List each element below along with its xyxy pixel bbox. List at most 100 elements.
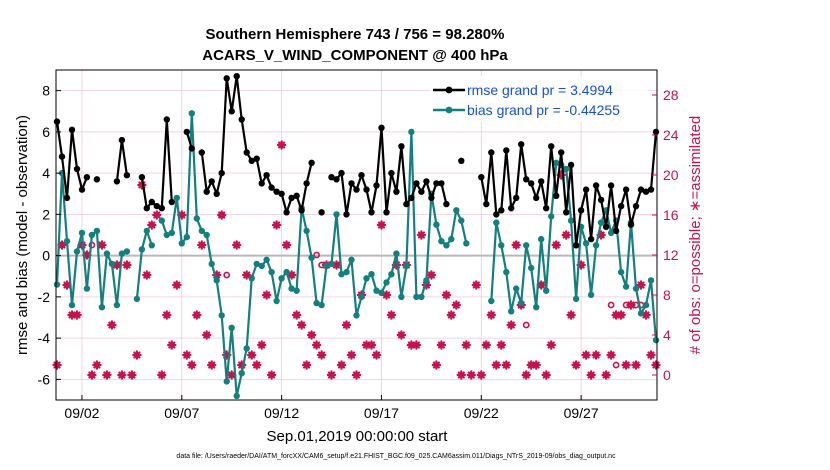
obs-assimilated-marker: [486, 310, 496, 320]
obs-assimilated-marker: [132, 350, 142, 360]
y-tick-label: 2: [42, 206, 50, 222]
obs-assimilated-marker: [636, 280, 646, 290]
bias-point: [103, 250, 111, 257]
obs-assimilated-marker: [167, 340, 177, 350]
rmse-point: [68, 126, 76, 133]
obs-assimilated-marker: [586, 370, 596, 380]
right-y-tick-label: 12: [663, 247, 679, 263]
obs-assimilated-marker: [351, 370, 362, 380]
obs-assimilated-marker: [501, 360, 511, 370]
bias-point: [553, 159, 560, 166]
bias-point: [607, 229, 615, 237]
rmse-point: [393, 188, 400, 195]
rmse-point: [627, 221, 635, 228]
bias-point: [383, 279, 390, 286]
bias-point: [288, 285, 295, 292]
chart-subtitle: ACARS_V_WIND_COMPONENT @ 400 hPa: [202, 47, 508, 64]
bias-point: [283, 268, 290, 276]
obs-assimilated-marker: [127, 370, 137, 380]
plot-frame: [55, 69, 658, 401]
right-y-axis-label: # of obs: o=possible; ∗=assimilated: [687, 116, 704, 355]
obs-assimilated-marker: [491, 360, 501, 370]
bias-point: [88, 231, 96, 239]
rmse-point: [238, 116, 245, 123]
bias-point: [133, 295, 141, 303]
bias-point: [513, 285, 520, 292]
legend-bias-label: bias grand pr = -0.44255: [467, 102, 620, 118]
obs-assimilated-marker: [616, 310, 626, 320]
obs-assimilated-marker: [541, 370, 551, 380]
bias-point: [93, 227, 101, 235]
rmse-point: [138, 174, 146, 181]
obs-assimilated-marker: [336, 360, 347, 370]
rmse-point: [478, 174, 485, 181]
bias-point: [378, 289, 385, 296]
bias-point: [642, 301, 650, 309]
rmse-point: [168, 198, 175, 206]
obs-assimilated-marker: [366, 340, 377, 350]
obs-assimilated-marker: [206, 360, 217, 370]
bias-point: [208, 260, 215, 268]
bias-point: [453, 207, 460, 214]
bias-point: [98, 304, 106, 311]
rmse-point: [153, 202, 160, 210]
rmse-point: [93, 176, 101, 183]
obs-assimilated-marker: [201, 330, 212, 340]
rmse-point: [298, 207, 305, 214]
plot-area: [56, 70, 657, 400]
obs-assimilated-marker: [182, 350, 192, 360]
rmse-point: [403, 200, 410, 208]
bias-point: [188, 110, 195, 117]
bias-point: [353, 312, 360, 319]
rmse-point: [53, 118, 61, 125]
obs-assimilated-marker: [641, 310, 651, 320]
x-tick-label: 09/07: [164, 405, 199, 421]
rmse-point: [63, 194, 71, 202]
rmse-point: [363, 186, 370, 193]
rmse-point: [443, 200, 450, 208]
rmse-point: [183, 128, 190, 136]
rmse-series: [53, 73, 660, 249]
obs-assimilated-marker: [107, 320, 117, 330]
rmse-point: [582, 186, 590, 193]
obs-assimilated-marker: [162, 310, 172, 320]
rmse-point: [483, 200, 490, 208]
rmse-point: [538, 178, 545, 185]
obs-count-series: [52, 140, 661, 380]
x-tick-label: 09/22: [464, 405, 499, 421]
obs-assimilated-marker: [291, 310, 302, 320]
bias-point: [548, 213, 555, 220]
obs-possible-marker: [622, 301, 630, 309]
bias-point: [253, 260, 260, 268]
obs-assimilated-marker: [611, 310, 621, 320]
rmse-point: [577, 207, 585, 214]
obs-possible-marker: [522, 321, 530, 329]
bias-point: [338, 271, 345, 278]
bias-point: [258, 262, 265, 270]
rmse-point: [423, 178, 430, 185]
rmse-point: [493, 211, 500, 218]
obs-assimilated-marker: [416, 230, 427, 240]
bias-point: [63, 238, 71, 245]
bias-point: [528, 264, 535, 272]
obs-assimilated-marker: [346, 350, 357, 360]
obs-assimilated-marker: [396, 330, 407, 340]
bias-point: [443, 242, 450, 249]
obs-assimilated-marker: [276, 140, 287, 150]
bias-point: [388, 271, 395, 278]
bias-point: [408, 128, 415, 136]
rmse-point: [248, 157, 255, 164]
obs-assimilated-marker: [62, 280, 72, 290]
bias-point: [373, 287, 380, 294]
bias-point: [113, 301, 121, 309]
bias-point: [538, 235, 545, 243]
obs-assimilated-marker: [566, 310, 576, 320]
bias-line: [490, 161, 658, 341]
bias-point: [493, 219, 500, 226]
bias-point: [418, 293, 425, 301]
rmse-point: [113, 178, 121, 185]
obs-assimilated-marker: [241, 270, 252, 280]
rmse-point: [263, 172, 270, 179]
bias-point: [168, 229, 175, 237]
rmse-point: [433, 180, 440, 187]
